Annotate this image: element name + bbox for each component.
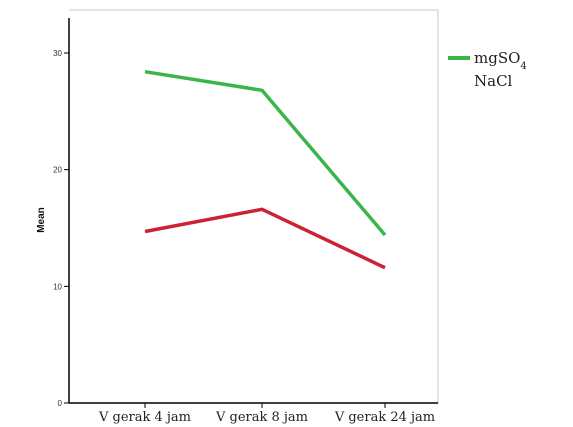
y-ticks: 0 10 20 30 <box>53 49 69 408</box>
x-tick-label: V gerak 8 jam <box>215 410 308 425</box>
x-tick-label: V gerak 24 jam <box>334 410 435 425</box>
series-line-nacl <box>144 207 386 270</box>
y-axis-label: Mean <box>36 207 47 233</box>
legend-label-nacl: NaCl <box>474 72 513 90</box>
legend-swatch-mgso4 <box>448 56 470 60</box>
legend: mgSO4 NaCl <box>448 49 527 90</box>
y-tick-label: 10 <box>53 282 62 291</box>
legend-label-mgso4-subscript: 4 <box>520 61 526 72</box>
y-tick-label: 20 <box>53 166 62 175</box>
legend-label-mgso4: mgSO4 <box>474 49 527 72</box>
x-ticks: V gerak 4 jam V gerak 8 jam V gerak 24 jam <box>98 403 435 425</box>
series-lines <box>144 69 387 270</box>
y-tick-label: 0 <box>58 399 63 408</box>
x-tick-label: V gerak 4 jam <box>98 410 191 425</box>
y-tick-label: 30 <box>53 49 62 58</box>
legend-label-mgso4-main: mgSO <box>474 49 520 67</box>
series-line-mgso4 <box>144 69 387 237</box>
